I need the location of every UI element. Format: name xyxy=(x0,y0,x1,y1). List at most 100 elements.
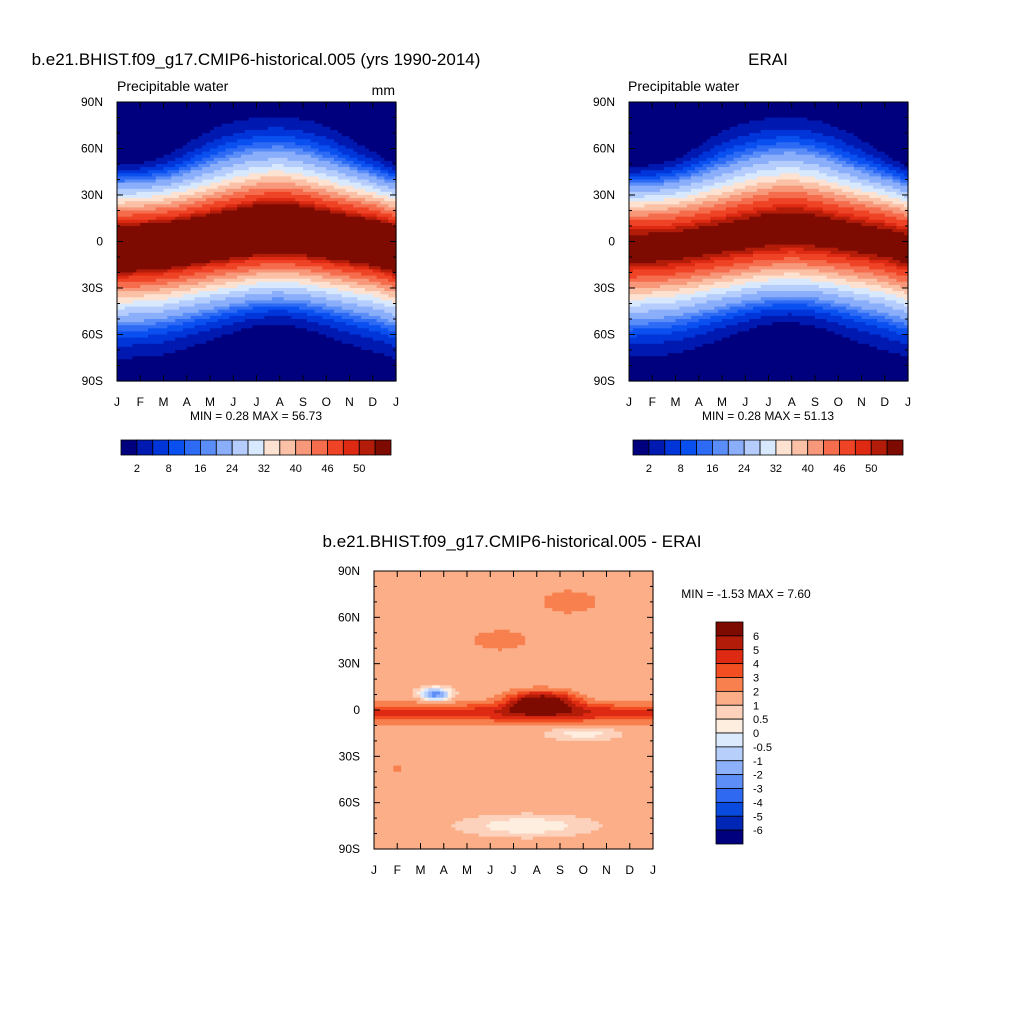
y-tick-label: 60N xyxy=(593,142,615,156)
y-tick-label: 0 xyxy=(608,235,615,249)
colorbar-label: -6 xyxy=(753,825,763,837)
colorbar-box xyxy=(342,439,360,456)
colorbar-box xyxy=(715,718,744,734)
colorbar-box xyxy=(263,439,281,456)
x-tick-label: A xyxy=(788,395,796,409)
x-tick-label: M xyxy=(159,395,169,409)
colorbar-box xyxy=(715,788,744,803)
panel-difference-colorbar: 6 5 4 32 1 0.5 0 -0.5 -1 -2 -3-4 -5 -6 xyxy=(715,621,772,845)
x-tick-label: M xyxy=(416,863,426,877)
colorbar-box xyxy=(775,439,793,456)
x-tick-label: M xyxy=(462,863,472,877)
colorbar-box xyxy=(743,439,761,456)
y-tick-label: 30N xyxy=(81,188,103,202)
x-tick-label: F xyxy=(137,395,144,409)
y-tick-label: 90N xyxy=(593,95,615,109)
colorbar-label: 24 xyxy=(226,463,238,475)
y-tick-label: 0 xyxy=(96,235,103,249)
x-tick-label: D xyxy=(880,395,889,409)
colorbar-box xyxy=(664,439,682,456)
colorbar-label: 40 xyxy=(802,463,814,475)
colorbar-box xyxy=(120,439,138,456)
colorbar-label: -4 xyxy=(753,797,763,809)
colorbar-label: 24 xyxy=(738,463,750,475)
colorbar-box xyxy=(712,439,729,456)
x-tick-label: O xyxy=(834,395,843,409)
x-tick-label: J xyxy=(905,395,911,409)
y-tick-label: 60S xyxy=(594,328,615,342)
x-tick-label: J xyxy=(742,395,748,409)
x-tick-label: A xyxy=(533,863,541,877)
x-tick-label: A xyxy=(276,395,284,409)
colorbar-box xyxy=(715,704,744,720)
x-tick-label: S xyxy=(556,863,564,877)
x-tick-label: S xyxy=(811,395,819,409)
x-tick-label: J xyxy=(626,395,632,409)
colorbar-label: 50 xyxy=(353,463,365,475)
panel-model-stats: MIN = 0.28 MAX = 56.73 xyxy=(190,409,322,423)
colorbar-box xyxy=(715,774,744,789)
colorbar-box xyxy=(231,439,249,456)
panel-erai-colorbar: 2 8 16 24 32 40 46 50 xyxy=(632,439,904,475)
colorbar-box xyxy=(247,439,265,456)
colorbar-label: 6 xyxy=(753,631,759,643)
colorbar-box xyxy=(839,439,856,456)
colorbar-box xyxy=(870,439,888,456)
x-tick-label: J xyxy=(230,395,236,409)
x-tick-label: M xyxy=(717,395,727,409)
colorbar-box xyxy=(168,439,185,456)
panel-model-title: b.e21.BHIST.f09_g17.CMIP6-historical.005… xyxy=(32,50,481,69)
colorbar-box xyxy=(823,439,840,456)
colorbar-label: 8 xyxy=(166,463,172,475)
x-tick-label: A xyxy=(440,863,448,877)
colorbar-box xyxy=(715,815,744,831)
x-tick-label: N xyxy=(602,863,611,877)
colorbar-label: 0 xyxy=(753,728,759,740)
panel-erai-title: ERAI xyxy=(748,50,788,69)
y-tick-label: 30S xyxy=(82,281,103,295)
colorbar-box xyxy=(715,801,744,817)
colorbar-box xyxy=(152,439,170,456)
colorbar-label: -5 xyxy=(753,811,763,823)
colorbar-box xyxy=(215,439,233,456)
colorbar-label: 16 xyxy=(706,463,718,475)
colorbar-label: 40 xyxy=(290,463,302,475)
x-tick-label: M xyxy=(205,395,215,409)
colorbar-box xyxy=(680,439,697,456)
x-tick-label: J xyxy=(393,395,399,409)
colorbar-box xyxy=(136,439,154,456)
colorbar-box xyxy=(807,439,824,456)
colorbar-box xyxy=(715,690,744,706)
y-tick-label: 90S xyxy=(594,374,615,388)
panel-erai: ERAI Precipitable water J F M A M J J A S O N D J90N… xyxy=(593,50,911,475)
colorbar-label: 2 xyxy=(134,463,140,475)
colorbar-label: 2 xyxy=(646,463,652,475)
colorbar-box xyxy=(295,439,312,456)
panel-erai-variable-label: Precipitable water xyxy=(628,78,740,94)
y-tick-label: 30N xyxy=(593,188,615,202)
colorbar-box xyxy=(759,439,777,456)
y-tick-label: 90S xyxy=(339,842,360,856)
colorbar-box xyxy=(715,663,744,678)
colorbar-box xyxy=(727,439,745,456)
y-tick-label: 60S xyxy=(339,796,360,810)
colorbar-box xyxy=(184,439,201,456)
x-tick-label: S xyxy=(299,395,307,409)
colorbar-label: -1 xyxy=(753,756,763,768)
colorbar-label: 1 xyxy=(753,700,759,712)
x-tick-label: J xyxy=(254,395,260,409)
colorbar-label: -3 xyxy=(753,784,763,796)
x-tick-label: O xyxy=(579,863,588,877)
colorbar-box xyxy=(279,439,297,456)
y-tick-label: 60N xyxy=(81,142,103,156)
panel-model-variable-label: Precipitable water xyxy=(117,78,229,94)
colorbar-label: 32 xyxy=(770,463,782,475)
colorbar-label: 4 xyxy=(753,659,759,671)
colorbar-box xyxy=(854,439,872,456)
y-tick-label: 30S xyxy=(339,749,360,763)
colorbar-label: 32 xyxy=(258,463,270,475)
y-tick-label: 90N xyxy=(81,95,103,109)
colorbar-label: 8 xyxy=(678,463,684,475)
